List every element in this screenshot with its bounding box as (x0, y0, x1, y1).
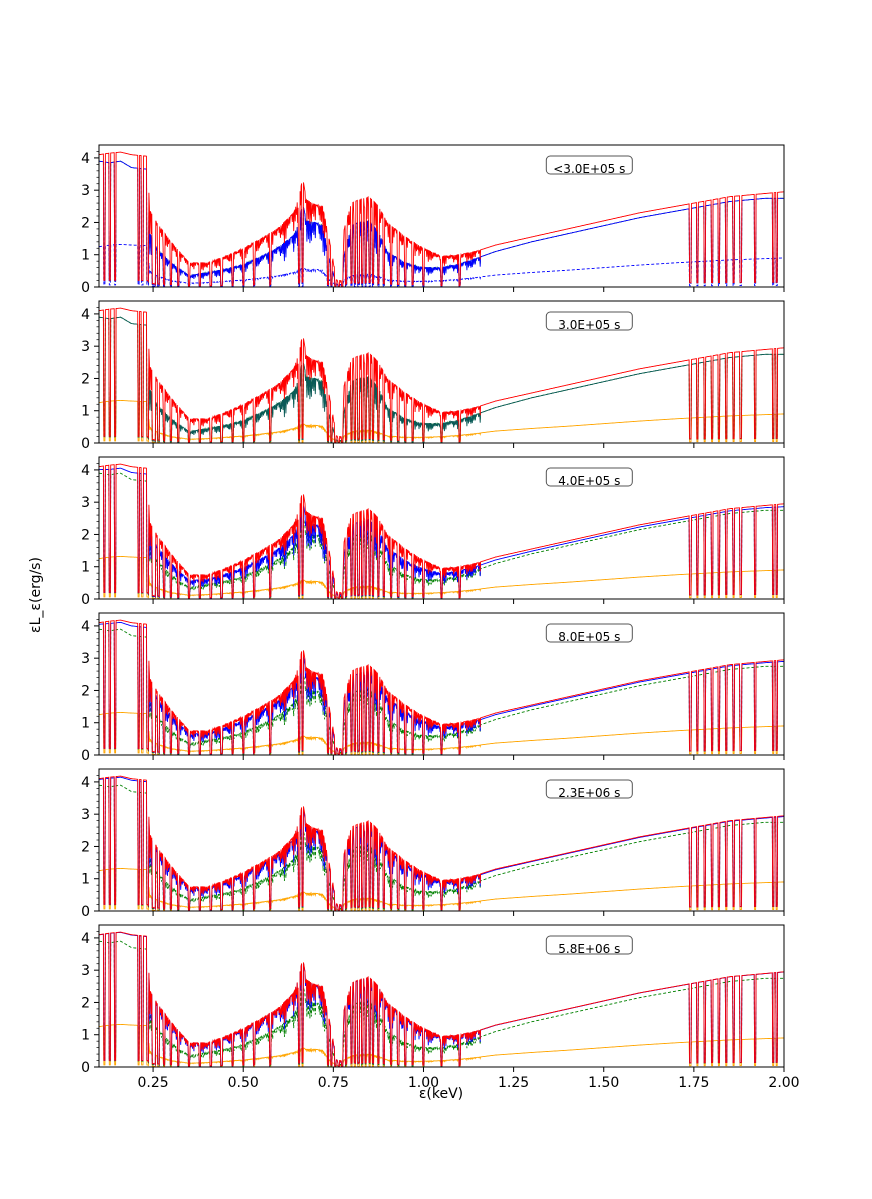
y-tick-label: 1 (81, 1028, 90, 1044)
x-tick-label: 1.50 (588, 1075, 619, 1091)
y-tick-label: 3 (81, 183, 90, 199)
panel-label-box (545, 623, 633, 643)
series-red-line (99, 931, 784, 1067)
series-red-line (99, 775, 784, 911)
y-tick-label: 4 (81, 463, 90, 479)
y-tick-label: 3 (81, 651, 90, 667)
x-tick-label: 0.25 (137, 1075, 168, 1091)
y-tick-label: 0 (81, 280, 90, 296)
y-axis-title: εL_ε(erg/s) (28, 557, 44, 633)
panel-label-box (545, 935, 633, 955)
y-tick-label: 4 (81, 307, 90, 323)
y-tick-label: 4 (81, 931, 90, 947)
y-tick-label: 3 (81, 963, 90, 979)
panel-time-label: 8.0E+05 s (558, 630, 620, 644)
y-tick-label: 0 (81, 748, 90, 764)
y-tick-label: 2 (81, 215, 90, 231)
series-red-line (99, 463, 784, 599)
y-tick-label: 1 (81, 248, 90, 264)
x-axis-title: ε(keV) (419, 1086, 463, 1102)
panel-time-label: 5.8E+06 s (558, 942, 620, 956)
y-tick-label: 1 (81, 560, 90, 576)
panel-time-label: 3.0E+05 s (558, 318, 620, 332)
y-tick-label: 0 (81, 436, 90, 452)
y-tick-label: 0 (81, 592, 90, 608)
x-tick-label: 1.00 (408, 1075, 439, 1091)
panel-label-box (545, 155, 633, 175)
y-tick-label: 1 (81, 404, 90, 420)
x-tick-label: 0.75 (318, 1075, 349, 1091)
panel-label-box (545, 467, 633, 487)
y-tick-label: 0 (81, 1060, 90, 1076)
y-tick-label: 4 (81, 151, 90, 167)
y-tick-label: 2 (81, 995, 90, 1011)
panel-label-box (545, 311, 633, 331)
panel-time-label: <3.0E+05 s (553, 162, 625, 176)
y-tick-label: 2 (81, 371, 90, 387)
series-baseline-line (99, 243, 784, 287)
panel-time-label: 4.0E+05 s (558, 474, 620, 488)
panel-time-label: 2.3E+06 s (558, 786, 620, 800)
x-tick-label: 0.50 (228, 1075, 259, 1091)
y-tick-label: 3 (81, 339, 90, 355)
y-tick-label: 3 (81, 495, 90, 511)
y-tick-label: 3 (81, 807, 90, 823)
series-red-line (99, 619, 784, 755)
x-tick-label: 1.75 (678, 1075, 709, 1091)
panel-2: 0 1 2 3 4 3.0E+05 s (81, 300, 785, 452)
x-tick-label: 1.25 (498, 1075, 529, 1091)
panels-group: 0 1 2 3 4 <3.0E+05 s 0 1 2 3 4 3.0E+05 s 0 1 2 3 4 4.0E+0… (81, 144, 800, 1091)
y-tick-label: 1 (81, 872, 90, 888)
series-red-line (99, 151, 784, 287)
panel-1: 0 1 2 3 4 <3.0E+05 s (81, 144, 785, 296)
panel-5: 0 1 2 3 4 2.3E+06 s (81, 768, 785, 920)
panel-4: 0 1 2 3 4 8.0E+05 s (81, 612, 785, 764)
y-tick-label: 2 (81, 839, 90, 855)
y-tick-label: 1 (81, 716, 90, 732)
y-tick-label: 4 (81, 619, 90, 635)
panel-6: 0 1 2 3 4 0.25 0.50 0.75 1.00 1.25 1.50 1.75 2.00 5.8… (81, 924, 800, 1091)
y-tick-label: 2 (81, 527, 90, 543)
y-tick-label: 4 (81, 775, 90, 791)
x-tick-label: 2.00 (768, 1075, 799, 1091)
panel-label-box (545, 779, 633, 799)
panel-3: 0 1 2 3 4 4.0E+05 s (81, 456, 785, 608)
y-tick-label: 2 (81, 683, 90, 699)
series-red-line (99, 307, 784, 443)
y-tick-label: 0 (81, 904, 90, 920)
